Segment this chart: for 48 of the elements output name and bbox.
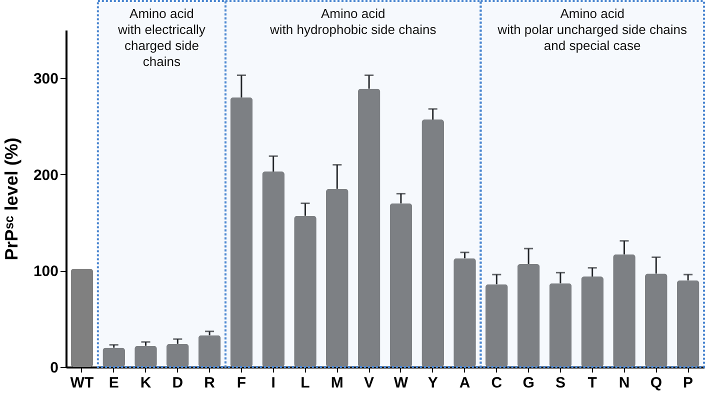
bar (166, 344, 189, 367)
x-tick-label: Y (428, 374, 438, 392)
bar (581, 276, 604, 367)
x-tick-label: D (172, 374, 184, 392)
x-tick-label: W (394, 374, 409, 392)
bar (613, 254, 636, 367)
bar (676, 280, 700, 367)
band-label: Amino acid with polar uncharged side chains and special case (496, 6, 688, 53)
x-tick-label: K (140, 374, 152, 392)
x-tick-label: C (491, 374, 502, 392)
y-tick-label: 100 (33, 263, 58, 280)
bar (454, 258, 476, 367)
bar (644, 274, 668, 367)
x-tick-label: Q (650, 374, 662, 392)
x-tick-label: F (236, 374, 246, 392)
x-tick-label: I (271, 374, 276, 392)
y-axis-title: PrPˢᶜ level (%) (1, 138, 22, 260)
bar (358, 88, 380, 367)
y-tick-label: 200 (33, 166, 58, 184)
x-tick-label: WT (70, 374, 94, 392)
bar (517, 264, 540, 367)
bar (549, 283, 572, 367)
band-label: Amino acid with hydrophobic side chains (268, 6, 437, 37)
bar (485, 284, 508, 367)
bar (102, 348, 126, 367)
bar (70, 268, 94, 367)
bar (390, 203, 412, 367)
x-tick-label: P (683, 374, 694, 392)
x-tick-label: R (204, 374, 216, 392)
x-tick-label: N (618, 374, 630, 392)
bar (198, 335, 221, 367)
x-tick-label: L (300, 374, 310, 392)
bar (294, 216, 316, 367)
bar (262, 172, 285, 367)
bar (134, 346, 157, 367)
x-tick-label: S (555, 374, 566, 392)
x-tick-label: A (459, 374, 470, 392)
bar (230, 97, 253, 367)
y-tick-label: 300 (33, 70, 58, 88)
x-tick-label: E (108, 374, 119, 392)
x-tick-label: V (364, 374, 374, 392)
x-tick-label: M (330, 374, 344, 392)
y-tick-label: 0 (50, 360, 58, 376)
bar (326, 188, 348, 367)
bar (422, 120, 444, 367)
x-tick-label: G (522, 374, 534, 392)
band-label: Amino acid with electrically charged side chains (116, 6, 206, 69)
x-tick-label: T (588, 374, 597, 392)
